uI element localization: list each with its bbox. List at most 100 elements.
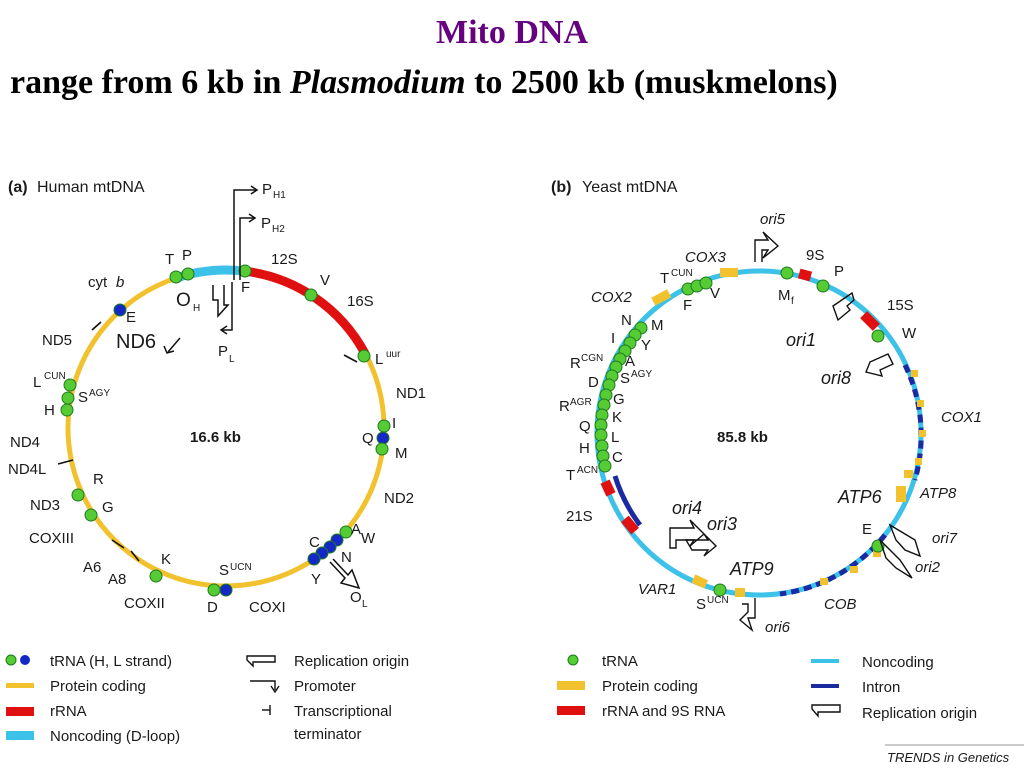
panel-a-title: Human mtDNA: [37, 179, 145, 196]
panel_a-labels-d-label: D: [207, 599, 218, 616]
panel_a-labels-p-label: P: [182, 247, 192, 264]
panel_b-labels-tcun-label: T: [660, 270, 669, 287]
panel_a-labels-s12-label: 12S: [271, 251, 298, 268]
panel_a-legend-3-label: Noncoding (D-loop): [50, 728, 180, 745]
panel_b-labels-sagy_sup-label: AGY: [631, 369, 652, 380]
panel_b-labels-atp9-label: ATP9: [729, 559, 774, 579]
yeast-genome-size: 85.8 kb: [717, 429, 768, 446]
panel_b-labels-i-label: I: [611, 330, 615, 347]
panel_a-labels-l_sup-label: CUN: [44, 371, 66, 382]
yeast-15s-block: [860, 311, 880, 331]
panel_a-labels-t-label: T: [165, 251, 174, 268]
panel_a-labels-ph2_sub-label: H2: [272, 224, 285, 235]
panel_b-labels-ragr-label: R: [559, 398, 570, 415]
panel_a-labels-coxiii-label: COXIII: [29, 530, 74, 547]
ori5-icon: [754, 231, 780, 262]
panel_a-labels-f-label: F: [241, 279, 250, 296]
panel_a-labels-coxii-label: COXII: [124, 595, 165, 612]
panel_a-labels-ol-label: O: [350, 589, 362, 606]
panel_b-labels-ori3-label: ori3: [707, 514, 737, 534]
yeast-atp8-block: [904, 470, 913, 478]
panel_a-labels-h-label: H: [44, 402, 55, 419]
ori8-icon: [865, 353, 894, 377]
panel_a-labels-luur-label: L: [375, 351, 383, 368]
ori7-icon: [888, 523, 922, 558]
yeast-cox1-introns: [902, 363, 924, 481]
panel_a-labels-nd4l-label: ND4L: [8, 461, 46, 478]
panel_b-labels-c-label: C: [612, 449, 623, 466]
yeast-mtdna-panel: (b) Yeast mtDNA: [551, 179, 982, 722]
panel_b-labels-y-label: Y: [641, 337, 651, 354]
ori6-icon: [738, 598, 756, 633]
panel_a-legend-6-label: Transcriptional: [294, 703, 392, 720]
panel_a-labels-nd4-label: ND4: [10, 434, 40, 451]
panel_b-labels-ori2-label: ori2: [915, 559, 941, 576]
trna-v-dot: [304, 288, 318, 302]
panel_a-labels-nd1-label: ND1: [396, 385, 426, 402]
panel-a-tag: (a): [8, 179, 28, 196]
yeast-var1-block: [691, 574, 709, 589]
trna-y-dot: [307, 552, 321, 566]
panel_a-labels-scn-label: S: [219, 562, 229, 579]
trna-e-dot: [113, 303, 127, 317]
panel_b-labels-d-label: D: [588, 374, 599, 391]
panel_b-labels-n-label: N: [621, 312, 632, 329]
panel_a-labels-m-label: M: [395, 445, 408, 462]
panel_b-labels-g-label: G: [613, 391, 625, 408]
trna-d-dot: [207, 583, 221, 597]
panel_b-legend-0-label: tRNA: [602, 653, 638, 670]
panel_a-labels-q-label: Q: [362, 430, 374, 447]
yeast-legend: tRNA Protein coding rRNA and 9S RNA Nonc…: [557, 653, 977, 722]
panel_a-legend-0-label: tRNA (H, L strand): [50, 653, 172, 670]
panel_b-labels-f-label: F: [683, 297, 692, 314]
panel_b-labels-cox3-label: COX3: [685, 249, 727, 266]
trna-t-dot: [169, 270, 183, 284]
yeast-cox3-block: [720, 268, 738, 277]
panel_a-labels-v-label: V: [320, 272, 330, 289]
yeast-atp9-block: [735, 588, 745, 597]
panel_b-labels-sucn_sup-label: UCN: [707, 595, 729, 606]
panel_a-labels-k-label: K: [161, 551, 171, 568]
panel_b-labels-rcgn-label: R: [570, 355, 581, 372]
panel_b-labels-mf-label: M: [778, 287, 791, 304]
panel_a-labels-nd6-label: ND6: [116, 331, 156, 353]
trna-q-dot: [376, 431, 390, 445]
panel_a-labels-oh_sub-label: H: [193, 303, 200, 314]
panel_a-labels-ph1_sub-label: H1: [273, 190, 286, 201]
trna-luur-dot: [357, 349, 371, 363]
panel_a-labels-y-label: Y: [311, 571, 321, 588]
panel_a-labels-w-label: W: [361, 530, 376, 547]
panel_a-labels-a6-label: A6: [83, 559, 101, 576]
panel_a-legend-4-label: Replication origin: [294, 653, 409, 670]
panel_b-labels-tacn_sup-label: ACN: [577, 465, 598, 476]
panel_a-labels-nd3-label: ND3: [30, 497, 60, 514]
trna-k-dot: [149, 569, 163, 583]
panel_a-labels-nd2-label: ND2: [384, 490, 414, 507]
panel_a-legend-2-label: rRNA: [50, 703, 87, 720]
panel_b-labels-ori7-label: ori7: [932, 530, 958, 547]
panel_b-labels-l-label: L: [611, 429, 619, 446]
yeast-21s-block-2: [621, 515, 639, 535]
trna-lcun-dot: [63, 378, 77, 392]
panel_b-labels-ori5-label: ori5: [760, 211, 786, 228]
panel_b-labels-e-label: E: [862, 521, 872, 538]
panel_a-labels-scn_sup-label: UCN: [230, 562, 252, 573]
panel_a-labels-c-label: C: [309, 534, 320, 551]
panel_b-labels-var1-label: VAR1: [638, 581, 676, 598]
panel_b-labels-s9-label: 9S: [806, 247, 824, 264]
panel_a-labels-cytb_i-label: b: [116, 274, 124, 291]
panel_a-legend-5-label: Promoter: [294, 678, 356, 695]
panel_a-labels-oh-label: O: [176, 290, 191, 311]
trna-f-dot: [238, 264, 252, 278]
panel_b-labels-m-label: M: [651, 317, 664, 334]
panel_b-labels-tcun_sup-label: CUN: [671, 268, 693, 279]
panel_a-labels-r-label: R: [93, 471, 104, 488]
panel_b-labels-rcgn_sup-label: CGN: [581, 353, 603, 364]
panel_b-labels-ragr_sup-label: AGR: [570, 397, 592, 408]
panel_b-labels-p-label: P: [834, 263, 844, 280]
panel_a-labels-s_sup-label: AGY: [89, 388, 110, 399]
human-mtdna-panel: (a) Human mtDNA: [5, 179, 426, 745]
panel_a-labels-pl-label: P: [218, 343, 228, 360]
panel_a-labels-ol_sub-label: L: [362, 599, 368, 610]
